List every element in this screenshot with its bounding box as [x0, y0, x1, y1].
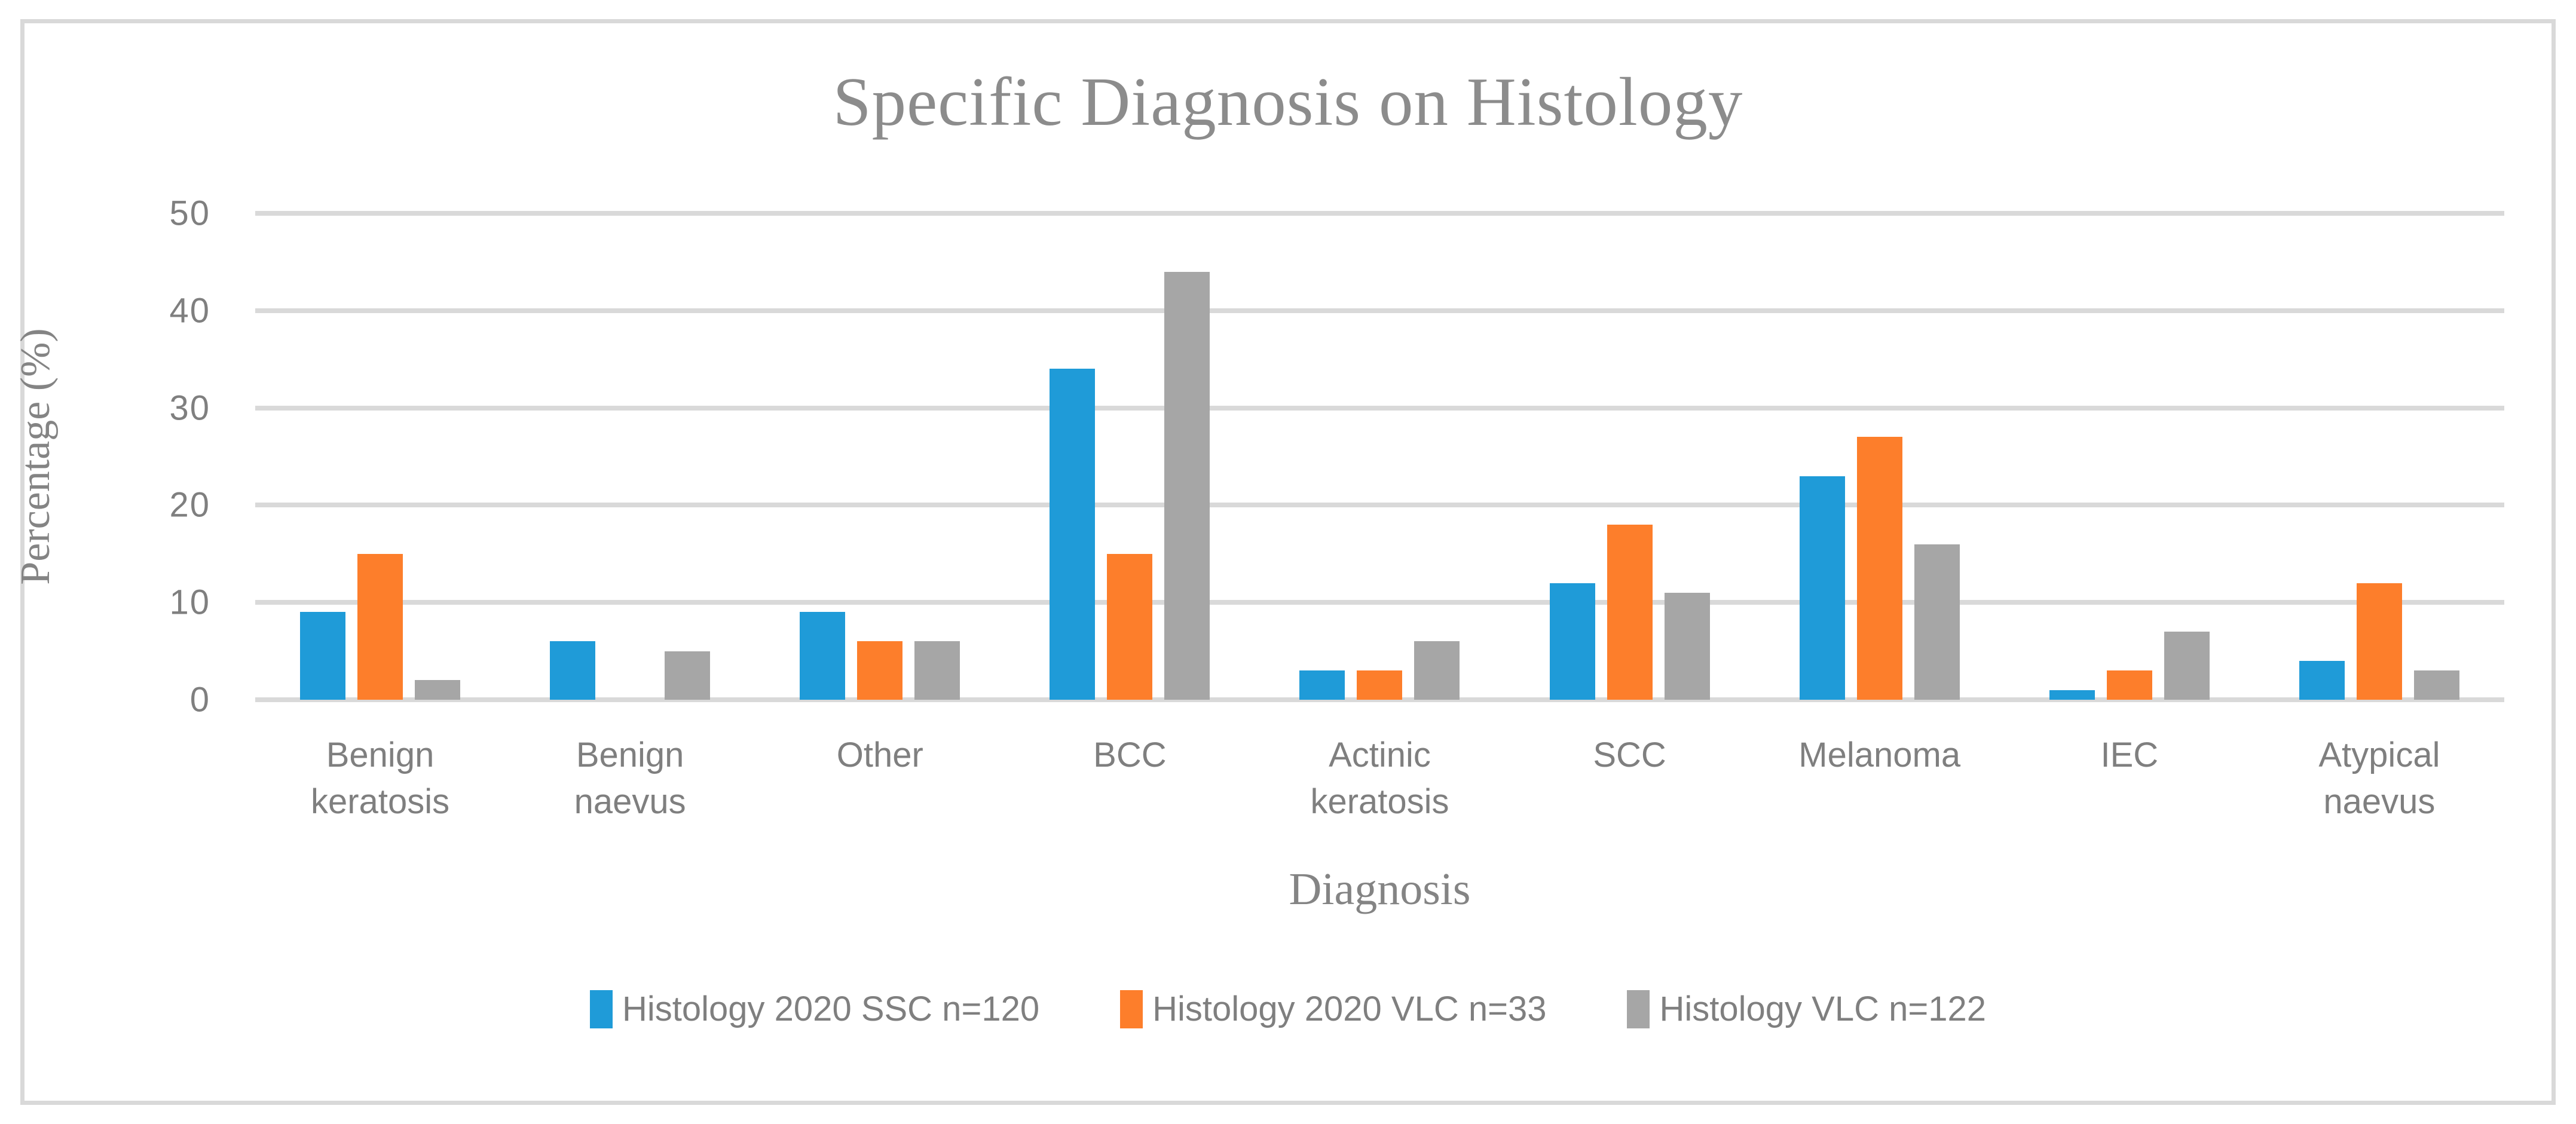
x-label-text: BCC: [1093, 736, 1167, 774]
bar-histology-vlc-n-122-other: [914, 641, 960, 700]
x-label-bcc: BCC: [1005, 732, 1255, 826]
legend-item-histology-2020-ssc-n-120: Histology 2020 SSC n=120: [590, 989, 1039, 1029]
gridline-y-0: [255, 697, 2504, 702]
bar-group-scc: [1505, 213, 1755, 700]
bar-histology-2020-vlc-n-33-bcc: [1107, 553, 1153, 700]
bar-histology-vlc-n-122-benign-naevus: [665, 651, 711, 700]
x-label-scc: SCC: [1505, 732, 1755, 826]
gridline-y-10: [255, 600, 2504, 605]
legend-swatch-icon: [1627, 990, 1650, 1028]
bar-histology-2020-ssc-n-120-iec: [2049, 690, 2095, 700]
bar-group-benign-naevus: [505, 213, 755, 700]
bar-histology-vlc-n-122-actinic-keratosis: [1414, 641, 1460, 700]
y-axis-tick-labels: 0 10 20 30 40 50: [0, 194, 210, 719]
bar-group-atypical-naevus: [2254, 213, 2504, 700]
bar-histology-2020-vlc-n-33-scc: [1607, 524, 1653, 700]
bar-histology-vlc-n-122-benign-keratosis: [415, 680, 461, 700]
legend-label: Histology 2020 SSC n=120: [622, 990, 1040, 1028]
bar-group-iec: [2005, 213, 2254, 700]
bar-group-other: [755, 213, 1005, 700]
x-label-text: Atypical naevus: [2318, 736, 2440, 822]
legend: Histology 2020 SSC n=120 Histology 2020 V…: [0, 989, 2576, 1029]
y-tick-label-30: 30: [169, 388, 210, 428]
x-label-atypical-naevus: Atypical naevus: [2254, 732, 2504, 826]
x-axis-category-labels: Benign keratosis Benign naevus Other BCC Act…: [255, 732, 2504, 826]
bar-group-melanoma: [1755, 213, 2005, 700]
x-label-text: Other: [836, 736, 923, 774]
chart-title: Specific Diagnosis on Histology: [833, 64, 1743, 140]
x-label-text: IEC: [2100, 736, 2159, 774]
y-tick-label-40: 40: [169, 291, 210, 330]
y-tick-label-50: 50: [169, 194, 210, 233]
gridline-y-50: [255, 211, 2504, 216]
bar-histology-2020-ssc-n-120-other: [800, 612, 846, 700]
x-label-benign-naevus: Benign naevus: [505, 732, 755, 826]
x-label-other: Other: [755, 732, 1005, 826]
bar-histology-2020-vlc-n-33-iec: [2106, 670, 2152, 700]
plot-area: [255, 211, 2504, 702]
bar-histology-2020-vlc-n-33-melanoma: [1856, 437, 1902, 700]
x-label-text: Actinic keratosis: [1310, 736, 1449, 822]
y-tick-label-20: 20: [169, 485, 210, 525]
gridline-y-20: [255, 503, 2504, 508]
bar-histology-vlc-n-122-scc: [1664, 592, 1710, 700]
bar-histology-2020-ssc-n-120-bcc: [1050, 369, 1096, 700]
bar-histology-2020-ssc-n-120-benign-naevus: [550, 641, 596, 700]
x-axis-title: Diagnosis: [1289, 864, 1471, 914]
x-label-benign-keratosis: Benign keratosis: [255, 732, 505, 826]
bar-histology-vlc-n-122-iec: [2164, 632, 2210, 700]
x-label-text: SCC: [1593, 736, 1666, 774]
x-label-text: Benign keratosis: [311, 736, 450, 822]
bar-histology-2020-vlc-n-33-atypical-naevus: [2356, 583, 2402, 700]
chart-border-frame: [20, 19, 2556, 1105]
x-label-text: Melanoma: [1798, 736, 1961, 774]
legend-label: Histology VLC n=122: [1659, 990, 1986, 1028]
bar-histology-2020-ssc-n-120-actinic-keratosis: [1299, 670, 1345, 700]
bar-histology-2020-vlc-n-33-benign-keratosis: [357, 553, 403, 700]
x-label-text: Benign naevus: [574, 736, 686, 822]
bar-groups-container: [255, 213, 2504, 700]
x-label-iec: IEC: [2005, 732, 2254, 826]
y-tick-label-10: 10: [169, 583, 210, 622]
bar-group-bcc: [1005, 213, 1255, 700]
gridline-y-30: [255, 405, 2504, 411]
bar-histology-2020-ssc-n-120-scc: [1549, 583, 1595, 700]
y-tick-label-0: 0: [189, 680, 210, 719]
legend-swatch-icon: [1120, 990, 1143, 1028]
bar-histology-vlc-n-122-melanoma: [1914, 544, 1960, 700]
bar-histology-vlc-n-122-bcc: [1164, 271, 1210, 700]
bar-group-actinic-keratosis: [1255, 213, 1504, 700]
legend-label: Histology 2020 VLC n=33: [1152, 990, 1547, 1028]
bar-group-benign-keratosis: [255, 213, 505, 700]
bar-histology-vlc-n-122-atypical-naevus: [2413, 670, 2459, 700]
bar-histology-2020-vlc-n-33-actinic-keratosis: [1357, 670, 1403, 700]
bar-histology-2020-ssc-n-120-benign-keratosis: [300, 612, 346, 700]
bar-histology-2020-vlc-n-33-other: [857, 641, 903, 700]
x-label-melanoma: Melanoma: [1755, 732, 2005, 826]
bar-histology-2020-ssc-n-120-atypical-naevus: [2299, 660, 2345, 700]
legend-item-histology-vlc-n-122: Histology VLC n=122: [1627, 989, 1986, 1029]
bar-histology-2020-ssc-n-120-melanoma: [1799, 476, 1845, 700]
x-label-actinic-keratosis: Actinic keratosis: [1255, 732, 1504, 826]
gridline-y-40: [255, 308, 2504, 313]
legend-swatch-icon: [590, 990, 613, 1028]
legend-item-histology-2020-vlc-n-33: Histology 2020 VLC n=33: [1120, 989, 1546, 1029]
